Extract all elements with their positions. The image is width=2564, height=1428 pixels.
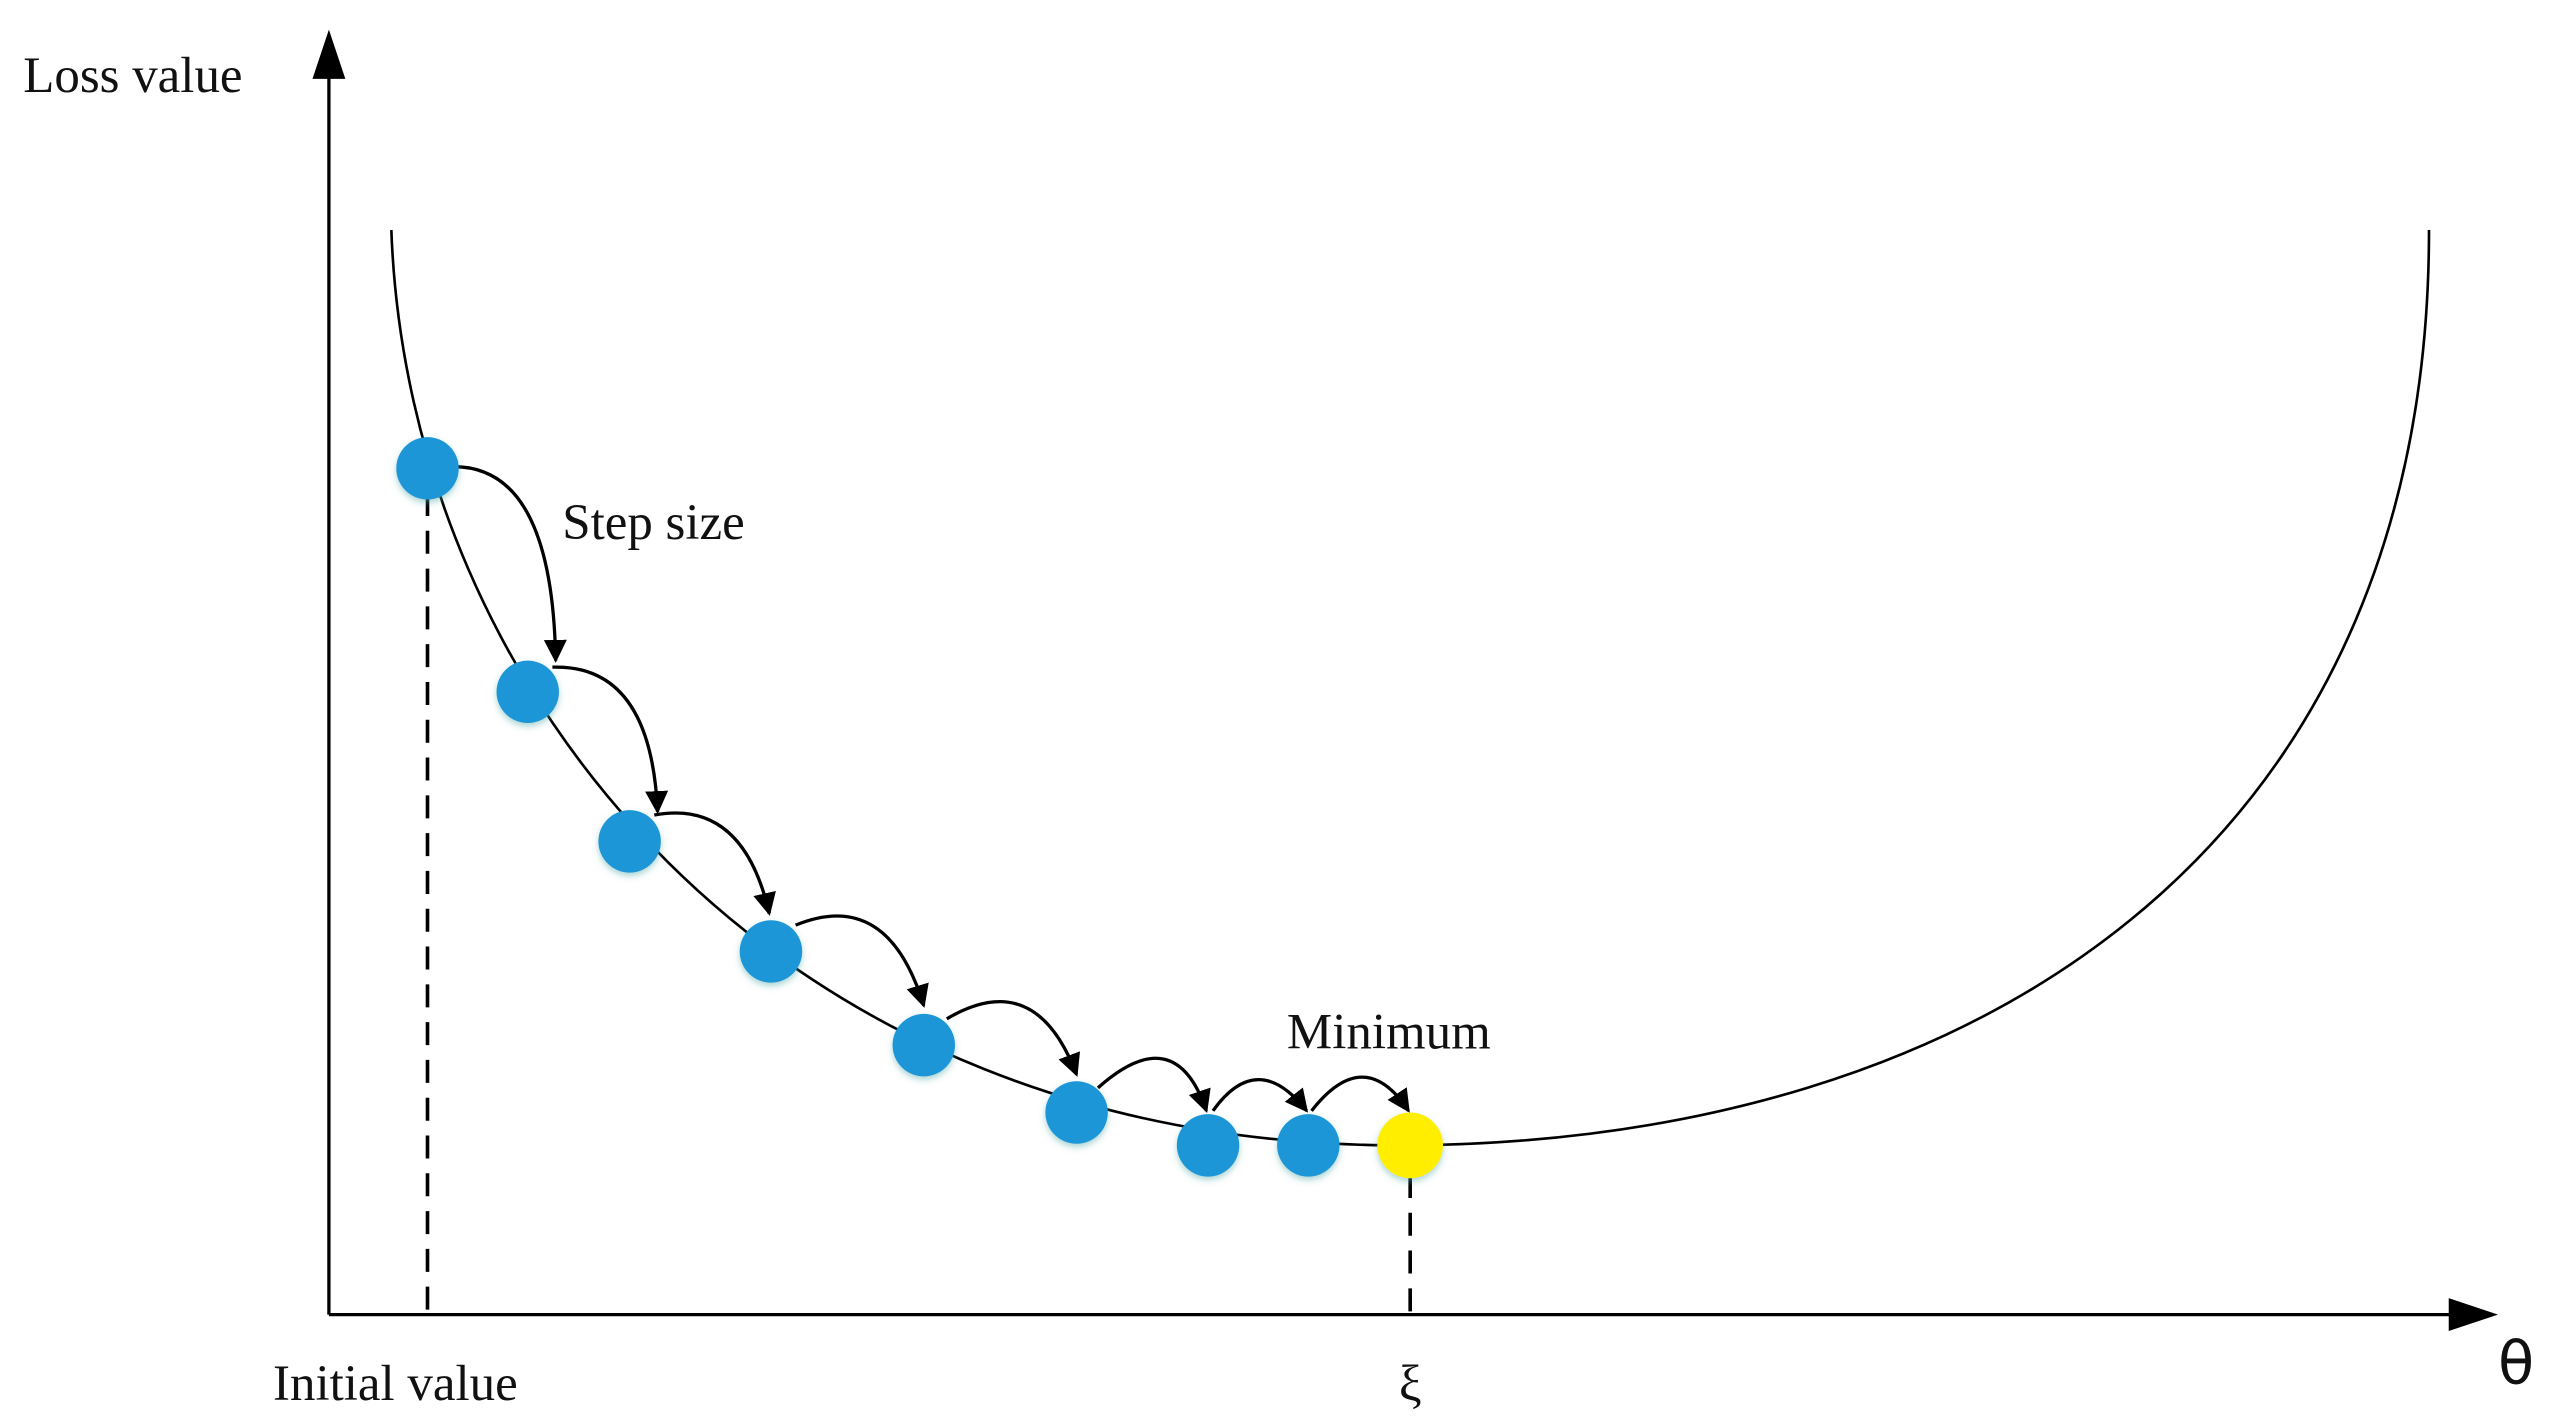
x-arrow	[2448, 1298, 2499, 1332]
y-axis-label: Loss value	[23, 48, 242, 104]
step-size-label: Step size	[562, 495, 745, 551]
step-arrows	[453, 465, 1410, 1114]
minimum-label: Minimum	[1287, 1004, 1491, 1060]
minimum-point	[1377, 1112, 1444, 1179]
y-arrow	[312, 29, 346, 79]
x-axis-label: θ	[2498, 1329, 2534, 1398]
initial-value-label: Initial value	[273, 1356, 518, 1412]
minimum-point-label: ξ	[1399, 1356, 1422, 1412]
step-points	[396, 437, 1340, 1177]
